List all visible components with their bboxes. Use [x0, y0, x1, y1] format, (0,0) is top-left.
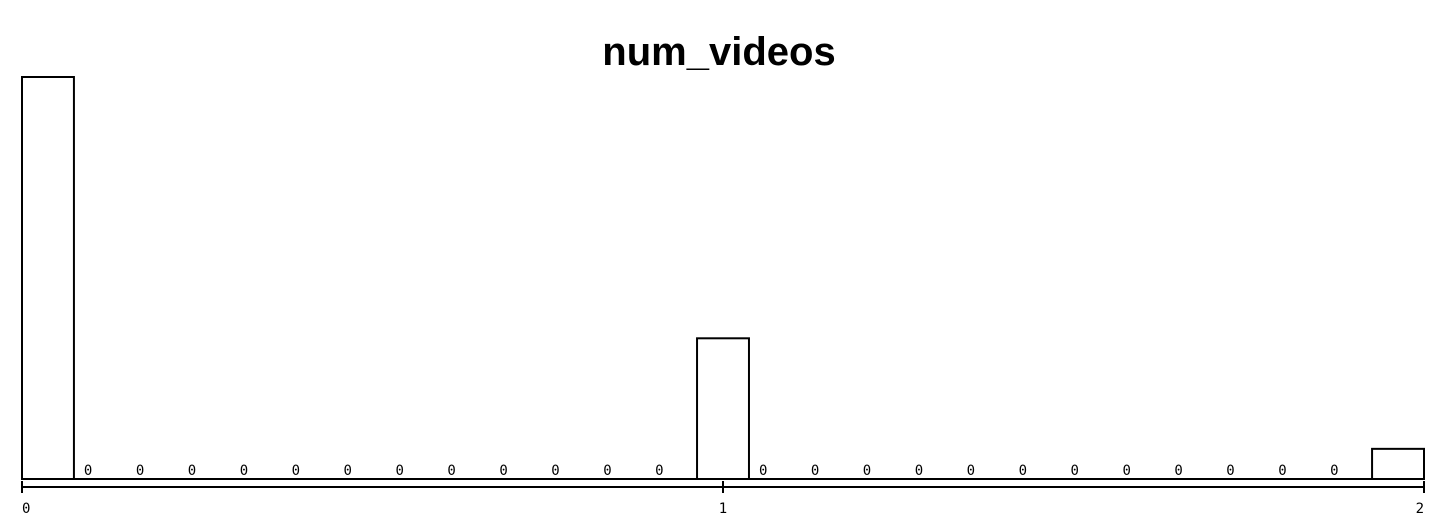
bars-group	[21, 76, 1425, 481]
zero-label-15: 0	[811, 463, 819, 479]
zero-label-8: 0	[447, 463, 455, 479]
zero-labels-group: 0 0 0 0 0 0 0 0 0 0 0 0 0 0 0 0 0 0 0 0 0 0 0 0	[84, 463, 1339, 479]
zero-label-2: 0	[136, 463, 144, 479]
x-tick-label-2: 2	[1416, 501, 1424, 517]
bar-13	[696, 337, 750, 480]
zero-label-18: 0	[967, 463, 975, 479]
x-axis: 0 1 2	[21, 478, 1425, 517]
zero-label-1: 0	[84, 463, 92, 479]
chart-title: num_videos	[602, 30, 836, 74]
zero-label-3: 0	[188, 463, 196, 479]
zero-label-4: 0	[240, 463, 248, 479]
zero-label-25: 0	[1330, 463, 1338, 479]
zero-label-6: 0	[344, 463, 352, 479]
x-tick-label-1: 1	[719, 501, 727, 517]
zero-label-5: 0	[292, 463, 300, 479]
zero-label-14: 0	[759, 463, 767, 479]
zero-label-20: 0	[1071, 463, 1079, 479]
zero-label-7: 0	[395, 463, 403, 479]
zero-label-23: 0	[1226, 463, 1234, 479]
bar-26	[1371, 447, 1425, 481]
bar-0	[21, 76, 75, 480]
zero-label-10: 0	[551, 463, 559, 479]
zero-label-11: 0	[603, 463, 611, 479]
zero-label-21: 0	[1122, 463, 1130, 479]
zero-label-17: 0	[915, 463, 923, 479]
x-tick-label-0: 0	[22, 501, 30, 517]
zero-label-16: 0	[863, 463, 871, 479]
zero-label-12: 0	[655, 463, 663, 479]
zero-label-19: 0	[1019, 463, 1027, 479]
zero-label-24: 0	[1278, 463, 1286, 479]
zero-label-22: 0	[1174, 463, 1182, 479]
zero-label-9: 0	[499, 463, 507, 479]
